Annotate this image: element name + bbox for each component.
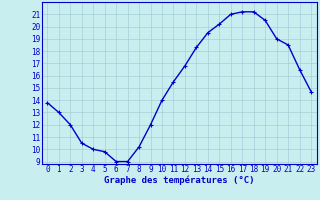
X-axis label: Graphe des températures (°C): Graphe des températures (°C) [104,176,254,185]
